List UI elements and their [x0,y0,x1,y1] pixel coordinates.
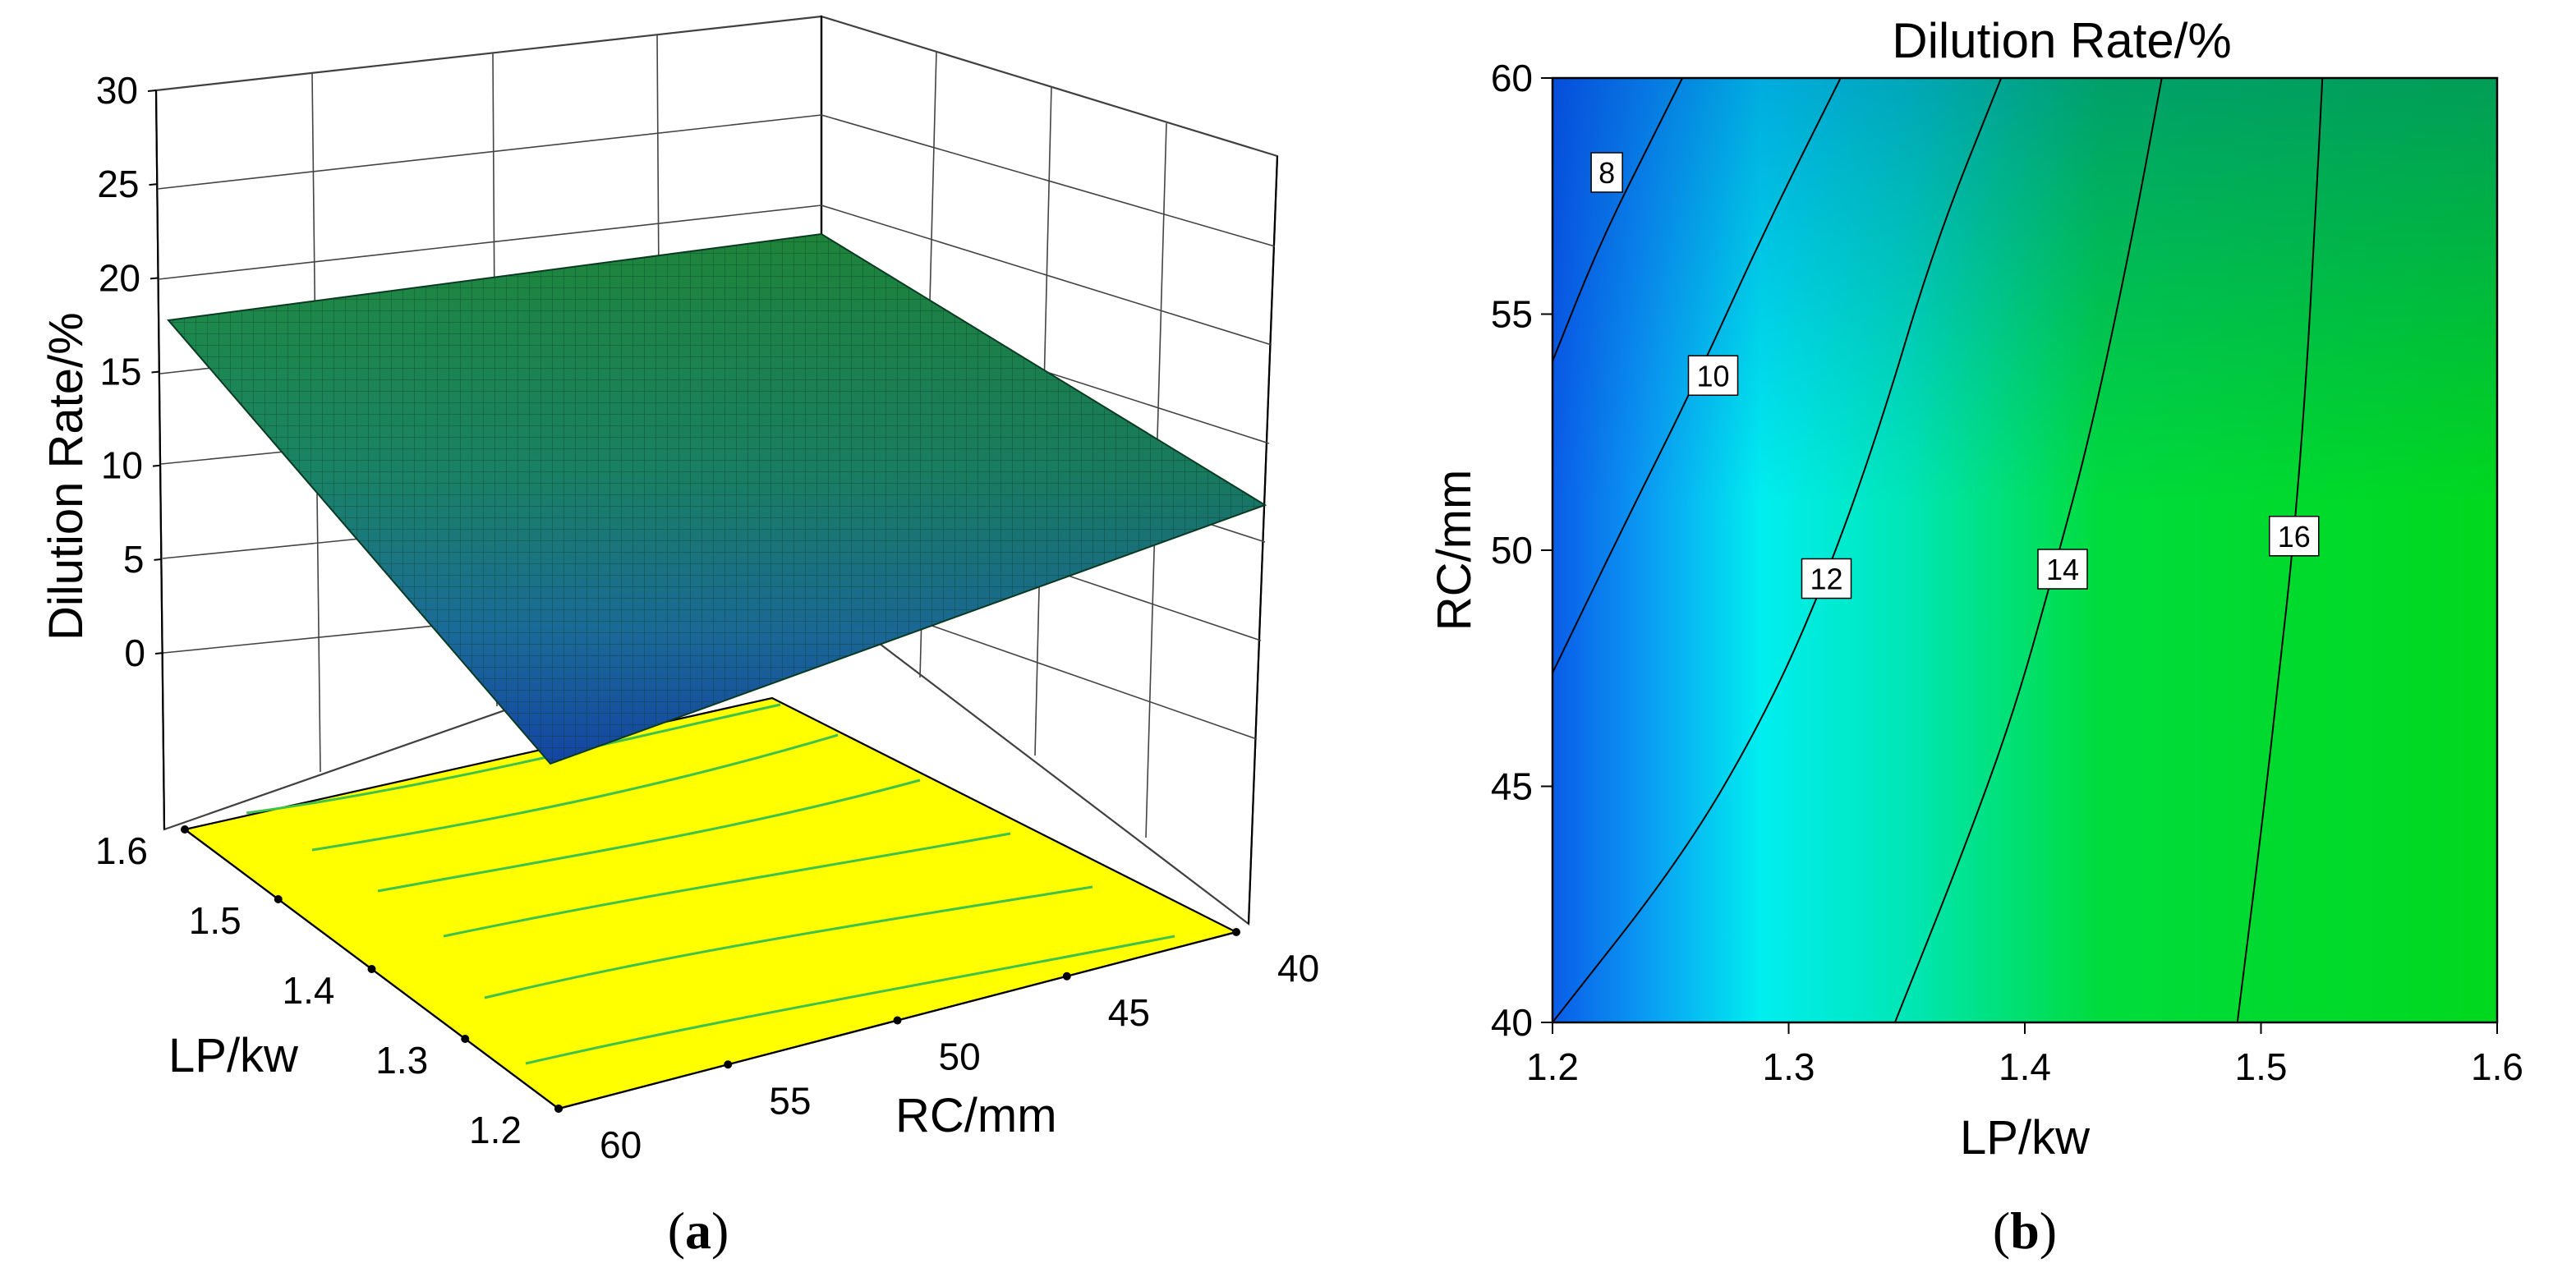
contour-line-16 [2236,77,2324,1023]
z-tick-label: 20 [99,256,140,299]
contour-plot-panel: 8 10 12 14 16 1.2 1.3 1.4 1.5 1.6 40 45 50 55 60 Dil… [1428,13,2523,1260]
rc-tick-label: 40 [1277,947,1319,990]
rc-tick-mark [554,1105,563,1113]
contour-label-box [1801,558,1852,599]
lp-tick-label: 1.6 [95,829,148,872]
z-tick-label: 25 [97,163,139,205]
y-tick-label: 50 [1491,529,1533,572]
x-tick-label: 1.4 [1999,1045,2051,1088]
panel-label-b: (b) [1993,1201,2057,1260]
z-tick-mark [151,370,160,374]
response-surface [167,232,1267,765]
z-tick-label: 10 [101,444,143,487]
contour-label-8: 8 [1598,156,1615,190]
rc-tick-mark [893,1016,902,1025]
lp-tick-label: 1.2 [469,1109,522,1151]
z-tick-mark [154,652,164,655]
contour-line-14 [1893,77,2163,1023]
x-tick-label: 1.2 [1526,1045,1579,1088]
y-tick-label: 45 [1491,765,1533,808]
x-axis-ticks: 1.2 1.3 1.4 1.5 1.6 [1526,1022,2523,1088]
panel-label-a: (a) [668,1201,729,1260]
contour-label-box [1687,355,1739,396]
lp-tick-label: 1.5 [189,899,242,942]
contour-title: Dilution Rate/% [1892,13,2232,68]
contour-label-box [2269,516,2320,557]
contour-y-axis-label: RC/mm [1428,470,1481,632]
rc-tick-label: 50 [939,1036,981,1078]
x-tick-label: 1.6 [2471,1045,2523,1088]
rc-tick-label: 55 [769,1079,811,1122]
floor-projection [182,696,1240,1110]
contour-line-12 [1552,77,2003,1023]
z-tick-mark [154,558,163,561]
y-tick-label: 40 [1491,1001,1533,1044]
lp-tick-mark [367,965,376,973]
z-axis-ticks: 0 5 10 15 20 25 30 [96,69,164,674]
contour-x-axis-label: LP/kw [1960,1111,2091,1164]
lp-tick-label: 1.4 [283,969,335,1012]
contour-fill [1552,78,2497,1022]
z-tick-label: 5 [123,538,145,581]
rc-axis-label: RC/mm [895,1089,1057,1142]
contour-label-16: 16 [2278,520,2311,554]
y-tick-label: 60 [1491,57,1533,99]
z-tick-mark [147,90,157,92]
z-tick-label: 0 [124,632,145,674]
rc-tick-mark [1232,928,1240,936]
contour-line-10 [1552,77,1842,673]
contour-label-10: 10 [1696,359,1729,393]
x-tick-label: 1.5 [2235,1045,2288,1088]
lp-tick-label: 1.3 [375,1039,428,1082]
contour-label-box [2037,549,2088,590]
y-axis-ticks: 40 45 50 55 60 [1491,57,1552,1044]
rc-axis-ticks: 40 45 50 55 60 [554,928,1319,1166]
rc-tick-label: 45 [1108,991,1150,1034]
z-tick-label: 15 [99,351,141,393]
lp-tick-mark [181,825,189,834]
lp-axis-ticks: 1.2 1.3 1.4 1.5 1.6 [95,825,563,1151]
lp-tick-mark [274,895,283,903]
contour-label-12: 12 [1810,563,1842,596]
contour-label-14: 14 [2046,553,2079,586]
contour-line-8 [1552,77,1684,362]
contour-lines: 8 10 12 14 16 [1552,77,2324,1023]
rc-tick-mark [724,1060,733,1069]
rc-tick-label: 60 [600,1123,642,1166]
z-axis-label: Dilution Rate/% [39,312,93,641]
x-tick-label: 1.3 [1763,1045,1815,1088]
lp-axis-label: LP/kw [168,1029,299,1082]
lp-tick-mark [461,1035,470,1043]
contour-label-box [1590,152,1623,193]
y-tick-label: 55 [1491,293,1533,336]
z-tick-label: 30 [96,69,138,112]
rc-tick-mark [1062,972,1071,981]
z-tick-mark [149,183,158,186]
